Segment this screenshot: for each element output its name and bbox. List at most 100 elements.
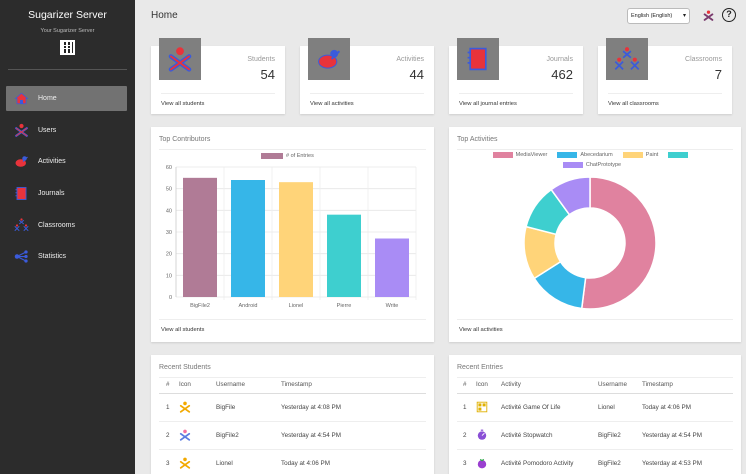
sidebar-item-label: Activities xyxy=(38,158,66,166)
home-icon xyxy=(14,91,29,106)
journals-stat-card: Journals 462 View all journal entries xyxy=(449,38,583,114)
qr-code-icon[interactable] xyxy=(60,40,75,55)
top-contributors-panel: Top Contributors # of Entries 0 10 20 30 40 5… xyxy=(151,127,434,342)
sidebar-item-statistics[interactable]: Statistics xyxy=(6,244,127,269)
view-all-activities-link[interactable]: View all activities xyxy=(310,101,354,107)
panel-title: Recent Students xyxy=(159,364,211,371)
table-row[interactable]: 1 BigFile Yesterday at 4:08 PM xyxy=(159,393,426,422)
activities-tile xyxy=(308,38,350,80)
sidebar-item-label: Journals xyxy=(38,190,65,198)
view-all-students-link[interactable]: View all students xyxy=(161,327,205,333)
view-all-classrooms-link[interactable]: View all classrooms xyxy=(608,101,659,107)
game-of-life-icon xyxy=(476,401,488,413)
row-username: BigFile2 xyxy=(216,421,281,450)
table-row[interactable]: 2 Activité Stopwatch BigFile2 Yesterday … xyxy=(457,421,733,450)
chart-labels: 0 10 20 30 40 50 60 BigFile2 Android Lionel Pierre… xyxy=(166,165,398,309)
view-all-journal-entries-link[interactable]: View all journal entries xyxy=(459,101,517,107)
bar[interactable] xyxy=(375,238,409,298)
sidebar-item-users[interactable]: Users xyxy=(6,118,127,143)
legend-label: # of Entries xyxy=(286,153,314,159)
classroom-icon xyxy=(14,218,29,233)
row-number: 1 xyxy=(457,393,476,422)
help-icon[interactable]: ? xyxy=(722,8,736,22)
row-username: Lionel xyxy=(216,449,281,474)
legend-item[interactable]: ChatPrototype xyxy=(562,162,621,168)
legend-item[interactable]: Abecedarium xyxy=(557,152,613,158)
table-header: # Icon Activity Username Timestamp xyxy=(457,376,733,394)
row-icon-cell xyxy=(179,449,216,474)
panel-title: Top Activities xyxy=(457,136,498,143)
row-timestamp: Yesterday at 4:54 PM xyxy=(281,421,426,450)
stat-value: 44 xyxy=(409,67,424,82)
column-header: # xyxy=(457,376,476,394)
table-row[interactable]: 1 Activité Game Of Life Lionel Today at … xyxy=(457,393,733,422)
table-row[interactable]: 2 BigFile2 Yesterday at 4:54 PM xyxy=(159,421,426,450)
row-icon-cell xyxy=(476,421,501,450)
stat-value: 54 xyxy=(260,67,275,82)
row-number: 2 xyxy=(457,421,476,450)
panel-title: Top Contributors xyxy=(159,136,211,143)
divider xyxy=(608,93,722,94)
students-stat-card: Students 54 View all students xyxy=(151,38,285,114)
stat-value: 7 xyxy=(714,67,722,82)
page-title: Home xyxy=(151,10,178,21)
view-all-students-link[interactable]: View all students xyxy=(161,101,205,107)
donut-chart xyxy=(523,176,657,310)
stat-label: Students xyxy=(247,56,275,63)
table-row[interactable]: 3 Activité Pomodoro Activity BigFile2 Ye… xyxy=(457,449,733,474)
pomodoro-icon xyxy=(477,458,487,469)
row-timestamp: Yesterday at 4:08 PM xyxy=(281,393,426,422)
legend-item[interactable] xyxy=(668,152,691,158)
x-tick-label: Pierre xyxy=(337,303,352,309)
activities-stat-card: Activities 44 View all activities xyxy=(300,38,434,114)
chart-legend: MediaViewer Abecedarium Paint ChatProtot… xyxy=(477,152,707,168)
user-profile-icon[interactable] xyxy=(703,10,714,21)
row-timestamp: Yesterday at 4:53 PM xyxy=(642,449,733,474)
view-all-activities-link[interactable]: View all activities xyxy=(459,327,503,333)
language-select[interactable]: English (English) ▾ xyxy=(627,8,690,24)
column-header: # xyxy=(159,376,179,394)
sidebar-item-classrooms[interactable]: Classrooms xyxy=(6,213,127,238)
statistics-icon xyxy=(14,249,29,264)
classrooms-tile xyxy=(606,38,648,80)
bar[interactable] xyxy=(231,180,265,297)
divider xyxy=(459,93,573,94)
column-header: Activity xyxy=(501,376,598,394)
stat-label: Classrooms xyxy=(685,56,722,63)
activities-icon xyxy=(14,154,29,169)
y-tick-label: 0 xyxy=(169,295,172,301)
chart-legend[interactable]: # of Entries xyxy=(261,153,314,159)
stat-label: Activities xyxy=(396,56,424,63)
row-activity: Activité Stopwatch xyxy=(501,421,598,450)
recent-students-table: # Icon Username Timestamp 1 BigFile Yest… xyxy=(159,376,426,474)
row-number: 2 xyxy=(159,421,179,450)
journals-tile xyxy=(457,38,499,80)
legend-label: MediaViewer xyxy=(515,152,548,158)
journal-icon xyxy=(14,186,29,201)
sidebar-item-activities[interactable]: Activities xyxy=(6,149,127,174)
donut-slice[interactable] xyxy=(550,176,591,216)
bar[interactable] xyxy=(183,177,217,297)
legend-item[interactable]: Paint xyxy=(622,152,659,158)
divider xyxy=(161,93,275,94)
row-timestamp: Today at 4:06 PM xyxy=(642,393,733,422)
legend-swatch xyxy=(622,152,643,158)
table-header: # Icon Username Timestamp xyxy=(159,376,426,394)
row-username: BigFile2 xyxy=(598,449,642,474)
donut-slice[interactable] xyxy=(580,176,657,310)
y-tick-label: 40 xyxy=(166,208,172,214)
xo-orange-icon xyxy=(179,401,191,413)
bar[interactable] xyxy=(327,214,361,297)
classroom-icon xyxy=(614,47,640,70)
bar[interactable] xyxy=(279,182,313,297)
legend-label: Paint xyxy=(645,152,659,158)
legend-item[interactable]: MediaViewer xyxy=(492,152,548,158)
sidebar-item-journals[interactable]: Journals xyxy=(6,181,127,206)
xo-blue-icon xyxy=(179,429,191,441)
journal-icon xyxy=(467,47,487,71)
language-select-value: English (English) xyxy=(631,13,673,19)
table-row[interactable]: 3 Lionel Today at 4:06 PM xyxy=(159,449,426,474)
divider xyxy=(159,319,426,320)
chart-bars xyxy=(183,177,409,298)
sidebar-item-home[interactable]: Home xyxy=(6,86,127,111)
